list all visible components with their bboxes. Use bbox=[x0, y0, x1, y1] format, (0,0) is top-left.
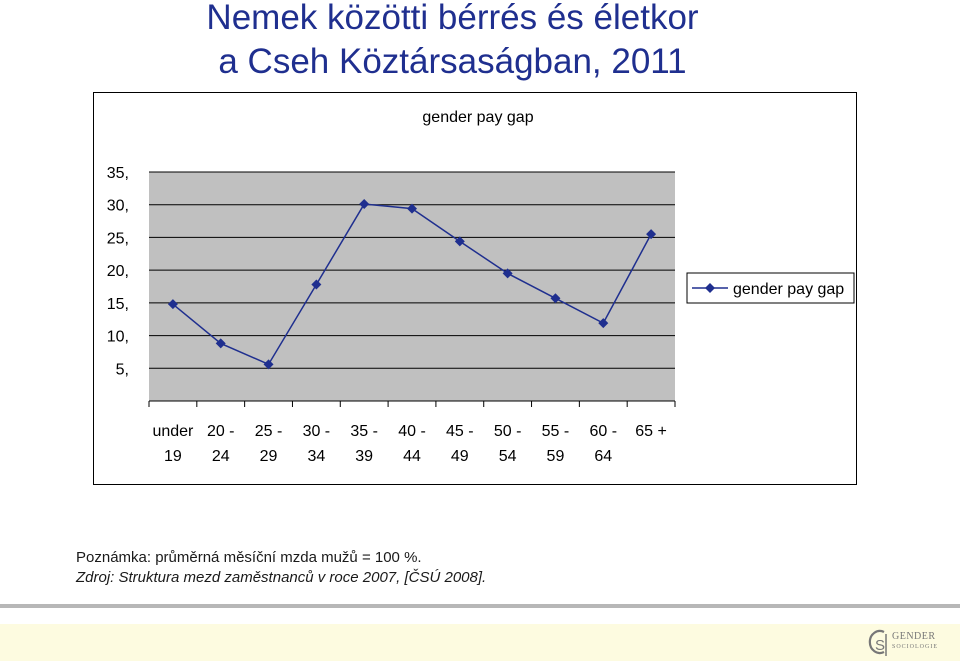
x-tick-label: 34 bbox=[307, 448, 325, 465]
y-tick-label: 30, bbox=[107, 198, 129, 215]
x-tick-label: 19 bbox=[164, 448, 182, 465]
divider bbox=[0, 604, 960, 608]
y-tick-label: 25, bbox=[107, 230, 129, 247]
legend-label: gender pay gap bbox=[733, 281, 844, 298]
x-tick-label: 49 bbox=[451, 448, 469, 465]
line-chart: gender pay gap 5, 10, 15, 20, 25, 30, 35, unde… bbox=[107, 109, 855, 465]
data-point bbox=[263, 359, 274, 370]
x-tick-label: 45 - bbox=[446, 423, 474, 440]
x-tick-label: 55 - bbox=[542, 423, 570, 440]
footer-band bbox=[0, 624, 960, 661]
logo-mark-icon: S bbox=[868, 629, 887, 656]
x-tick-label: 24 bbox=[212, 448, 230, 465]
logo-text: GENDER bbox=[892, 631, 936, 642]
data-point bbox=[550, 293, 561, 304]
y-tick-label: 20, bbox=[107, 263, 129, 280]
logo-subtext: SOCIOLOGIE bbox=[892, 644, 938, 650]
chart-title: gender pay gap bbox=[422, 109, 533, 126]
legend: gender pay gap bbox=[686, 272, 855, 304]
svg-text:S: S bbox=[875, 637, 885, 654]
data-point bbox=[502, 268, 513, 279]
x-tick-label: 64 bbox=[594, 448, 612, 465]
page-title-line-2: a Cseh Köztársaságban, 2011 bbox=[218, 42, 687, 81]
y-tick-label: 5, bbox=[116, 361, 129, 378]
note-text: Poznámka: průměrná měsíční mzda mužů = 1… bbox=[76, 549, 422, 566]
data-point bbox=[646, 229, 657, 240]
x-tick-label: 25 - bbox=[255, 423, 283, 440]
y-tick-label: 10, bbox=[107, 329, 129, 346]
x-tick-label: 30 - bbox=[303, 423, 331, 440]
x-tick-label: 65 + bbox=[635, 423, 667, 440]
x-tick-label: 59 bbox=[547, 448, 565, 465]
x-tick-label: 29 bbox=[260, 448, 278, 465]
x-tick-label: 39 bbox=[355, 448, 373, 465]
x-tick-label: 50 - bbox=[494, 423, 522, 440]
x-tick-label: 54 bbox=[499, 448, 517, 465]
data-point bbox=[407, 203, 417, 214]
source-text: Zdroj: Struktura mezd zaměstnanců v roce… bbox=[76, 569, 487, 586]
data-point bbox=[454, 236, 465, 247]
x-tick-label: 44 bbox=[403, 448, 421, 465]
data-point bbox=[215, 338, 226, 349]
page-title-line-1: Nemek közötti bérrés és életkor bbox=[206, 0, 699, 37]
x-tick-label: 20 - bbox=[207, 423, 235, 440]
legend-marker bbox=[705, 283, 715, 293]
x-tick-label: 40 - bbox=[398, 423, 426, 440]
y-tick-label: 15, bbox=[107, 296, 129, 313]
data-point bbox=[167, 299, 178, 310]
y-tick-label: 35, bbox=[107, 165, 129, 182]
x-tick-label: under bbox=[152, 423, 194, 440]
x-tick-label: 60 - bbox=[589, 423, 617, 440]
data-point bbox=[598, 318, 609, 329]
x-tick-label: 35 - bbox=[350, 423, 378, 440]
chart-frame: gender pay gap 5, 10, 15, 20, 25, 30, 35, unde… bbox=[93, 92, 857, 485]
data-point bbox=[359, 199, 370, 210]
data-point bbox=[311, 279, 322, 290]
gender-sociologie-logo: S GENDER SOCIOLOGIE bbox=[864, 624, 938, 660]
